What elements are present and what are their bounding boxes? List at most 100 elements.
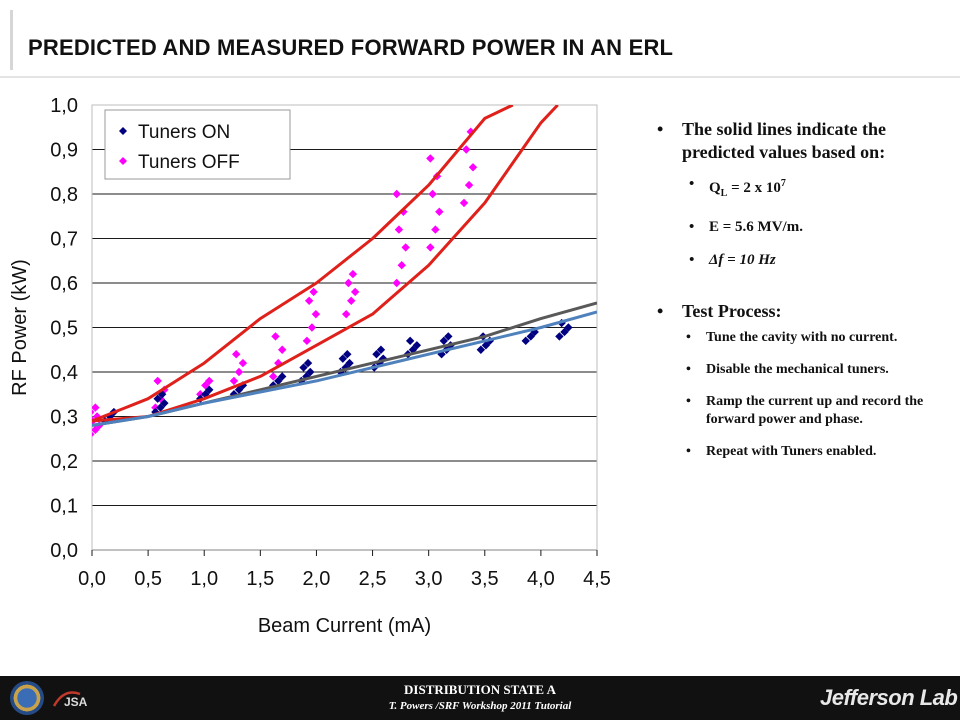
tuners-on-point [376,345,386,354]
y-tick-label: 0,6 [50,273,78,295]
tuners-off-point [278,345,287,354]
step-repeat: Repeat with Tuners enabled. [655,443,950,461]
tuners-off-point [392,189,401,199]
tuners-on-point [306,367,315,377]
y-tick-label: 0,1 [50,496,78,518]
y-tick-label: 0,3 [50,407,78,429]
tuners-on-point [345,358,354,368]
tuners-off-point [426,154,435,163]
bullet-e-field: E = 5.6 MV/m. [655,217,950,237]
x-tick-label: 1,0 [190,568,218,590]
tuners-off-point [92,431,95,437]
x-axis-label: Beam Current (mA) [258,615,431,637]
jsa-text: JSA [64,695,88,709]
tuners-off-point [397,261,406,270]
tuners-on-point [405,336,415,346]
tuners-on-point [338,354,348,363]
tuners-off-point [468,163,478,172]
tuners-off-point [271,332,280,341]
bullet-predicted-lines: The solid lines indicate the predicted v… [655,118,950,164]
bullet-ql: QL = 2 x 107 [655,174,950,204]
power-chart: 0,0 0,1 0,2 0,3 0,4 0,5 0,6 0,7 0,8 0,9 1,0 0,0 0,5 1… [9,95,611,637]
title-bar: PREDICTED AND MEASURED FORWARD POWER IN … [0,0,960,78]
y-tick-label: 0,7 [50,229,78,251]
bullet-test-process: Test Process: [655,300,950,323]
distribution-statement: DISTRIBUTION STATE A [404,682,556,697]
legend-marker [119,127,127,135]
tuners-on-point [299,363,308,372]
tuners-off-point [464,180,474,190]
x-tick-label: 4,5 [583,568,611,590]
tuners-on-point [278,372,287,381]
y-tick-label: 0,9 [50,140,78,162]
tuners-off-point [394,225,404,234]
bullet-detune: Δf = 10 Hz [655,250,950,270]
tuners-off-point [401,243,410,252]
tuners-on-point [160,398,169,408]
tuners-on-point [153,394,162,403]
tuners-off-point [348,269,358,279]
tuners-off-point [392,278,401,288]
ql-value: = 2 x 10 [727,180,781,196]
ql-exponent: 7 [780,178,786,189]
y-tick-label: 0,0 [50,540,78,562]
tuners-off-point [302,336,312,346]
y-tick-label: 0,4 [50,362,78,384]
x-tick-label: 1,5 [246,568,274,590]
tuners-on-point [372,350,381,359]
tuners-on-point [444,332,453,341]
step-ramp-current: Ramp the current up and record the forwa… [655,393,950,429]
tuners-on-point [521,336,530,346]
jefferson-lab-logo: Jefferson Lab [820,685,958,710]
predicted-line-1 [92,105,514,423]
tuners-off-point [229,376,239,386]
tuners-off-point [347,296,356,305]
ql-subscript: L [720,188,728,199]
tuners-on-point [205,385,214,394]
y-tick-label: 1,0 [50,95,78,117]
plot-frame [91,104,598,551]
legend-marker [119,157,127,165]
footer-bar: JSA DISTRIBUTION STATE A T. Powers /SRF … [0,676,960,720]
tuners-off-point [311,309,321,319]
tuners-off-point [269,372,278,381]
y-axis-label: RF Power (kW) [9,259,31,396]
tuners-off-point [196,390,205,399]
tuners-off-point [234,367,244,377]
tuners-off-point [92,403,100,412]
tuners-off-point [435,207,444,216]
tuners-off-point [205,376,214,386]
predicted-line-3 [92,301,597,427]
tuners-off-point [238,358,248,368]
tuners-off-point [462,145,471,154]
legend-label: Tuners ON [138,122,230,143]
tuners-on-point [564,323,573,332]
step-disable-tuners: Disable the mechanical tuners. [655,361,950,379]
tuners-on-point [439,336,449,346]
bullet-list: The solid lines indicate the predicted v… [655,118,950,461]
doe-seal-icon [10,681,44,715]
x-tick-label: 0,0 [78,568,106,590]
y-tick-label: 0,2 [50,451,78,473]
tuners-on-point [555,332,564,341]
x-tick-label: 3,0 [415,568,443,590]
tuners-on-point [412,341,422,350]
legend-box [104,109,291,180]
tuners-off-point [92,409,95,415]
x-tick-label: 2,5 [359,568,387,590]
step-tune-cavity: Tune the cavity with no current. [655,329,950,347]
title-rule [10,10,13,70]
x-tick-label: 0,5 [134,568,162,590]
predicted-line-2 [92,105,559,423]
tuners-off-point [350,287,360,297]
tuners-off-point [426,243,435,252]
tuners-off-point [431,225,440,234]
tuners-on-point [476,345,486,354]
tuners-off-point [92,425,100,435]
tuners-on-point [526,332,535,341]
tuners-off-point [153,376,162,386]
tuners-off-point [232,350,241,359]
tutorial-credit: T. Powers /SRF Workshop 2011 Tutorial [388,700,572,712]
legend-label: Tuners OFF [138,152,240,173]
predicted-line-4 [92,310,597,427]
